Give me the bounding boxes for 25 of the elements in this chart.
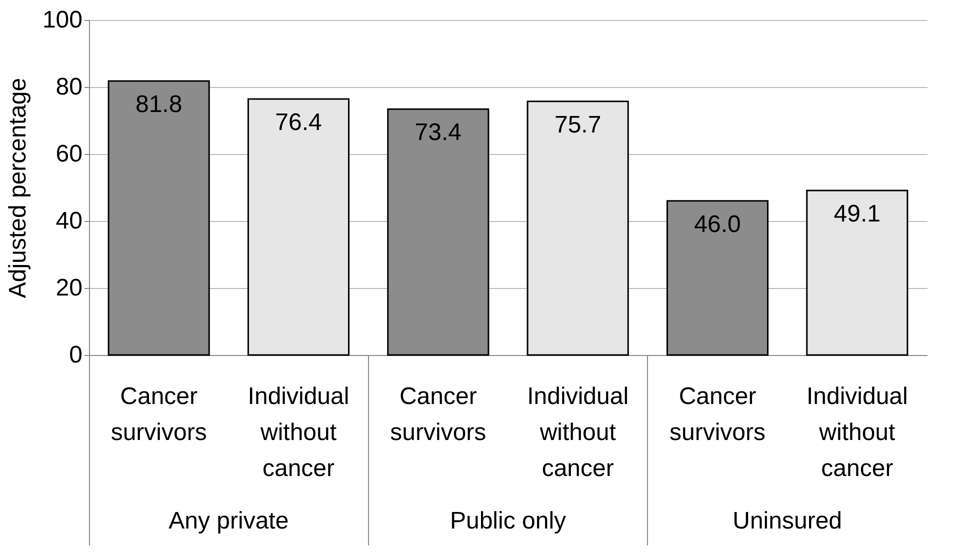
- y-tick-label: 100: [42, 6, 82, 34]
- data-label: 49.1: [834, 200, 881, 228]
- x-tick-label: Public only: [450, 508, 566, 534]
- data-label: 46.0: [694, 210, 741, 238]
- x-tick-label: Any private: [168, 508, 289, 534]
- series-label: Individual without cancer: [527, 383, 629, 482]
- data-label: 81.8: [135, 90, 182, 118]
- bar: [806, 190, 908, 356]
- bar: [247, 98, 350, 356]
- y-tick-label: 60: [56, 140, 82, 168]
- data-label: 73.4: [414, 119, 462, 146]
- y-tick-label: 80: [56, 74, 82, 100]
- y-axis-title: Adjusted percentage: [4, 78, 32, 298]
- text: Cancer survivors: [390, 383, 486, 446]
- y-tick-label: 0: [69, 342, 82, 368]
- y-tick-label: 40: [56, 208, 82, 234]
- text: Individual without cancer: [248, 383, 350, 482]
- series-label: Cancer survivors: [110, 383, 207, 446]
- text: Cancer survivors: [669, 383, 766, 446]
- y-tick-label: 20: [56, 274, 82, 302]
- data-label: 76.4: [275, 109, 322, 136]
- text: Individual without cancer: [806, 383, 908, 482]
- bar: [526, 100, 629, 356]
- x-tick-label: Uninsured: [732, 508, 842, 534]
- data-label: 75.7: [554, 111, 602, 138]
